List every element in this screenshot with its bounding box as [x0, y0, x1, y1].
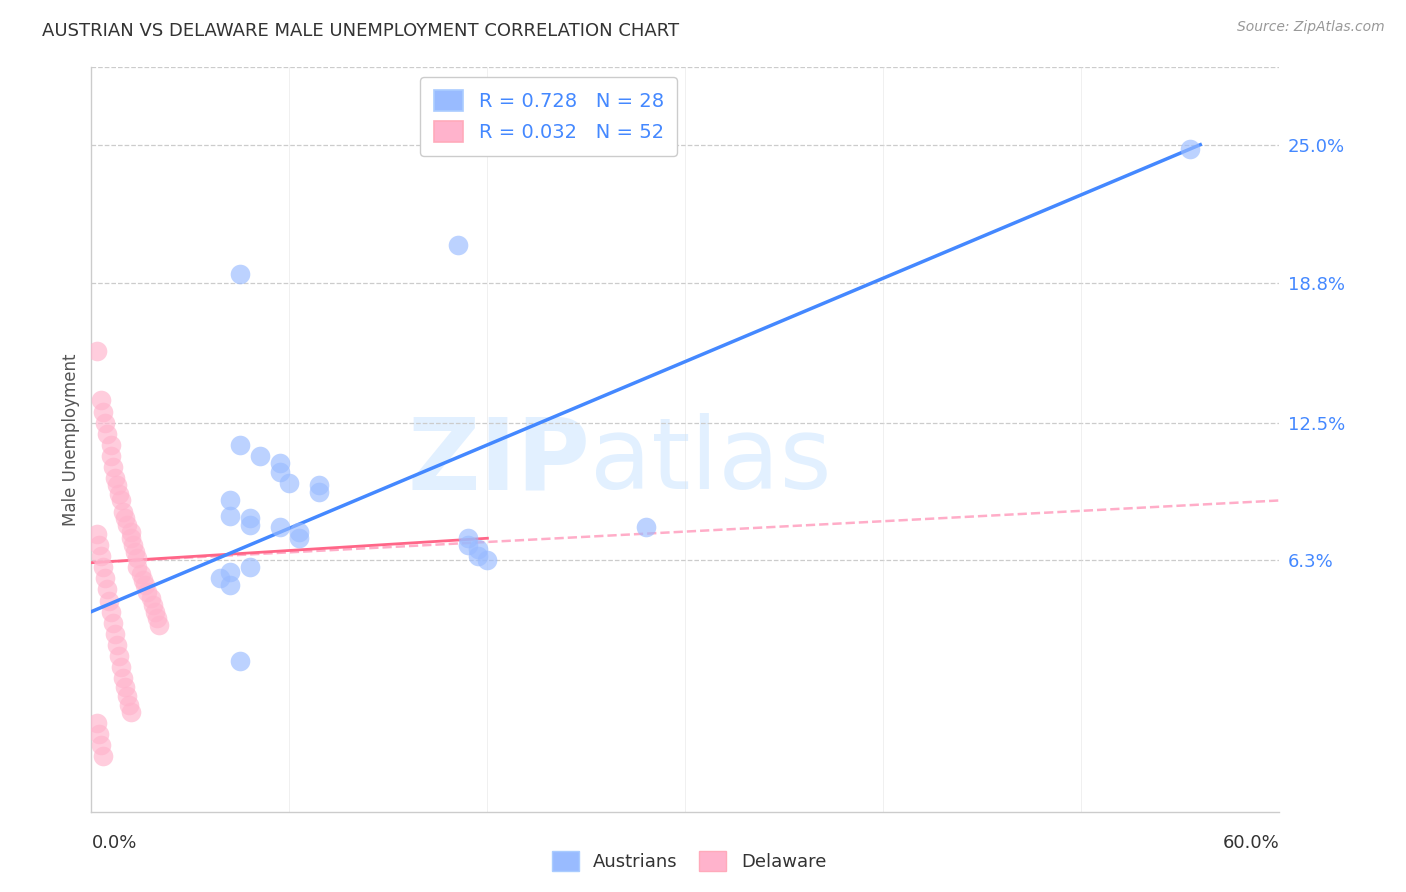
Point [134, 578, 156, 592]
Point [100, 605, 122, 619]
Point [219, 508, 242, 523]
Point [120, 524, 142, 539]
Point [229, 267, 252, 281]
Point [447, 237, 470, 252]
Point [105, 478, 128, 492]
Point [89, 727, 111, 741]
Point [101, 460, 124, 475]
Y-axis label: Male Unemployment: Male Unemployment [62, 353, 80, 525]
Point [100, 449, 122, 463]
Point [101, 615, 124, 630]
Point [112, 505, 135, 519]
Legend: Austrians, Delaware: Austrians, Delaware [544, 844, 834, 879]
Point [120, 531, 142, 545]
Point [120, 705, 142, 719]
Point [135, 584, 157, 599]
Point [86, 715, 108, 730]
Point [219, 565, 242, 579]
Text: Source: ZipAtlas.com: Source: ZipAtlas.com [1237, 20, 1385, 34]
Point [125, 551, 148, 566]
Point [86, 526, 108, 541]
Point [477, 553, 499, 567]
Point [112, 671, 135, 685]
Point [105, 638, 128, 652]
Point [269, 456, 291, 470]
Point [288, 524, 311, 539]
Point [219, 578, 242, 592]
Point [229, 654, 252, 668]
Point [467, 542, 489, 557]
Point [269, 465, 291, 479]
Point [125, 560, 148, 574]
Point [219, 493, 242, 508]
Point [118, 698, 141, 712]
Point [96, 582, 118, 597]
Point [148, 618, 170, 632]
Text: 0.0%: 0.0% [91, 834, 136, 852]
Point [90, 549, 112, 563]
Point [115, 689, 138, 703]
Text: AUSTRIAN VS DELAWARE MALE UNEMPLOYMENT CORRELATION CHART: AUSTRIAN VS DELAWARE MALE UNEMPLOYMENT C… [42, 22, 679, 40]
Point [91, 749, 114, 764]
Point [467, 549, 489, 563]
Point [94, 571, 117, 585]
Point [209, 571, 232, 585]
Point [229, 438, 252, 452]
Text: atlas: atlas [591, 413, 832, 510]
Point [288, 531, 311, 545]
Point [129, 566, 152, 581]
Point [104, 627, 127, 641]
Point [115, 517, 138, 532]
Point [143, 605, 166, 619]
Point [634, 520, 657, 534]
Point [104, 471, 127, 485]
Point [110, 660, 132, 674]
Legend: R = 0.728   N = 28, R = 0.032   N = 52: R = 0.728 N = 28, R = 0.032 N = 52 [420, 77, 678, 156]
Point [114, 680, 136, 694]
Point [108, 649, 131, 664]
Point [139, 591, 162, 606]
Point [308, 484, 330, 499]
Point [91, 560, 114, 574]
Text: 60.0%: 60.0% [1223, 834, 1279, 852]
Point [308, 478, 330, 492]
Point [122, 538, 145, 552]
Point [98, 593, 121, 607]
Point [110, 493, 132, 508]
Point [108, 487, 131, 501]
Point [145, 611, 167, 625]
Point [239, 511, 262, 525]
Point [457, 538, 479, 552]
Point [124, 544, 146, 558]
Point [89, 538, 111, 552]
Point [91, 404, 114, 418]
Point [249, 449, 271, 463]
Point [142, 598, 165, 612]
Point [90, 738, 112, 752]
Point [278, 475, 301, 490]
Point [100, 438, 122, 452]
Point [86, 344, 108, 359]
Point [239, 560, 262, 574]
Point [96, 426, 118, 441]
Point [94, 416, 117, 430]
Point [457, 531, 479, 545]
Point [239, 517, 262, 532]
Point [90, 393, 112, 408]
Text: ZIP: ZIP [408, 413, 591, 510]
Point [132, 574, 155, 588]
Point [114, 511, 136, 525]
Point [269, 520, 291, 534]
Point [1180, 142, 1202, 156]
